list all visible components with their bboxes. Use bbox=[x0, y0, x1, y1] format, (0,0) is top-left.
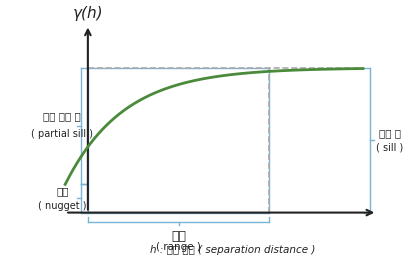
Text: ( range ): ( range ) bbox=[156, 242, 201, 252]
Text: ( nugget ): ( nugget ) bbox=[38, 201, 86, 211]
Text: 부분 문턴 값: 부분 문턴 값 bbox=[43, 111, 81, 121]
Text: 너겟: 너겟 bbox=[56, 186, 69, 196]
Text: ( partial sill ): ( partial sill ) bbox=[31, 129, 93, 139]
Text: 범위: 범위 bbox=[171, 230, 186, 243]
Text: γ(h): γ(h) bbox=[72, 6, 103, 21]
Text: 문턴 값: 문턴 값 bbox=[378, 128, 400, 138]
Text: ( sill ): ( sill ) bbox=[375, 143, 403, 153]
Text: h : 분리 거리 ( separation distance ): h : 분리 거리 ( separation distance ) bbox=[150, 244, 314, 255]
